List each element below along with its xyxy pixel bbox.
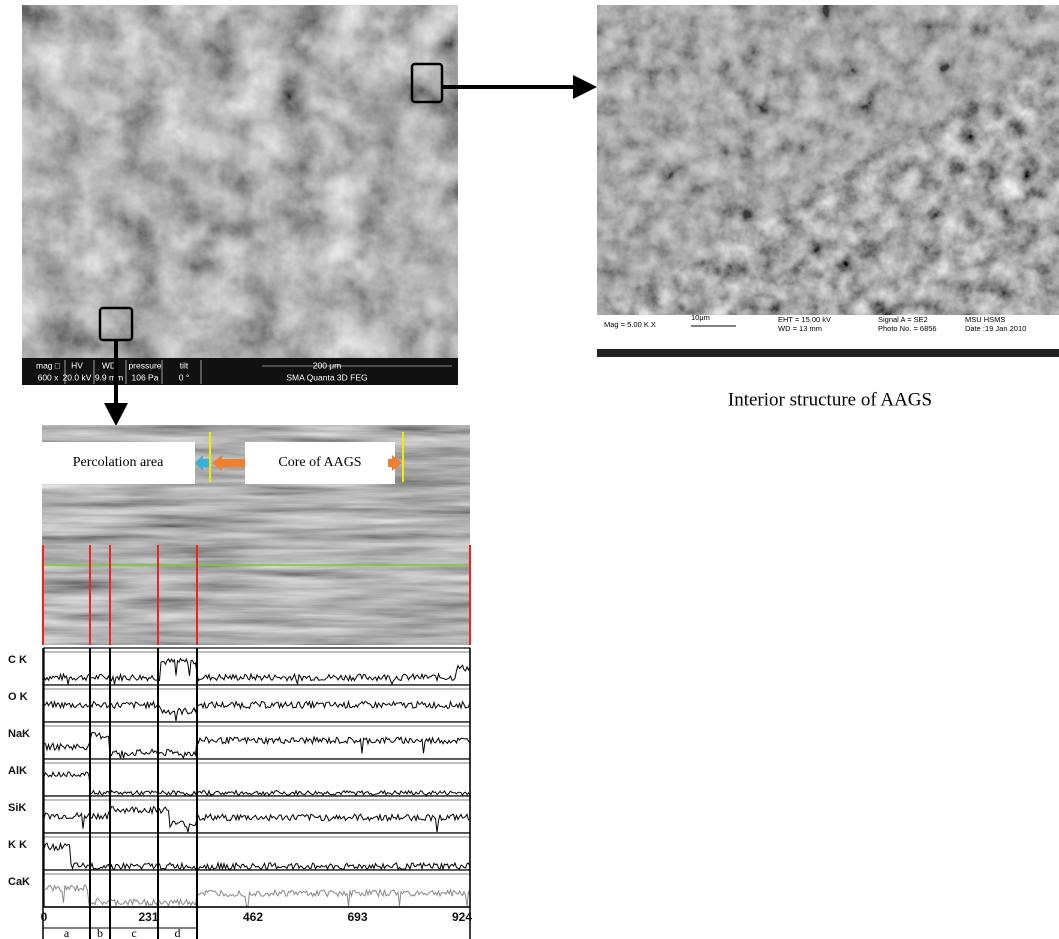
trace-row: [44, 759, 470, 796]
axis-tick-label: 231: [138, 910, 158, 924]
caption: Interior structure of AAGS: [728, 389, 932, 410]
sem-overview-image: [22, 5, 458, 358]
axis-tick-label: 462: [243, 910, 263, 924]
info-value: 20.0 kV: [63, 372, 92, 382]
info-value: 106 Pa: [132, 372, 159, 382]
segment-label: a: [64, 926, 70, 939]
scale-label: 10μm: [691, 313, 710, 322]
page: mag □ 600 x HV 20.0 kV WD 9.9 mm pressure 106 P…: [0, 0, 1059, 939]
info-label: tilt: [180, 360, 189, 370]
segment-label: d: [175, 926, 181, 939]
info-bar-edge: [597, 349, 1059, 357]
info-value: 600 x: [38, 372, 60, 382]
element-label: SiK: [8, 802, 26, 814]
element-label: AlK: [8, 765, 27, 777]
photo: Photo No. = 6856: [878, 324, 937, 333]
info-label: mag □: [36, 360, 60, 370]
eht: EHT = 15.00 kV: [778, 315, 831, 324]
axis-tick-label: 924: [452, 910, 472, 924]
info-value: 9.9 mm: [95, 372, 123, 382]
zone-label: Percolation area: [73, 455, 164, 470]
element-label: O K: [8, 691, 28, 703]
wd: WD = 13 mm: [778, 324, 822, 333]
date: Date :19 Jan 2010: [965, 324, 1026, 333]
segment-label: c: [131, 926, 136, 939]
axis-tick-label: 693: [347, 910, 367, 924]
element-label: CaK: [8, 876, 30, 888]
zone-label: Core of AAGS: [278, 455, 361, 470]
element-label: K K: [8, 839, 27, 851]
segment-label: b: [97, 926, 103, 939]
signal: Signal A = SE2: [878, 315, 928, 324]
scale-label: 200 μm: [313, 360, 342, 370]
arrow-head: [573, 75, 597, 99]
info-label: WD: [102, 360, 116, 370]
element-label: C K: [8, 654, 27, 666]
info-label: HV: [71, 360, 83, 370]
axis-tick-label: 0: [41, 910, 48, 924]
info-label: pressure: [128, 360, 161, 370]
lab: MSU HSMS: [965, 315, 1005, 324]
arrow-head: [104, 403, 128, 426]
info-value: 0 °: [179, 372, 190, 382]
mag: Mag = 5.00 K X: [604, 320, 656, 329]
trace-row: [44, 648, 470, 685]
figure: mag □ 600 x HV 20.0 kV WD 9.9 mm pressure 106 P…: [0, 0, 1059, 939]
instrument: SMA Quanta 3D FEG: [286, 372, 367, 382]
element-label: NaK: [8, 728, 30, 740]
